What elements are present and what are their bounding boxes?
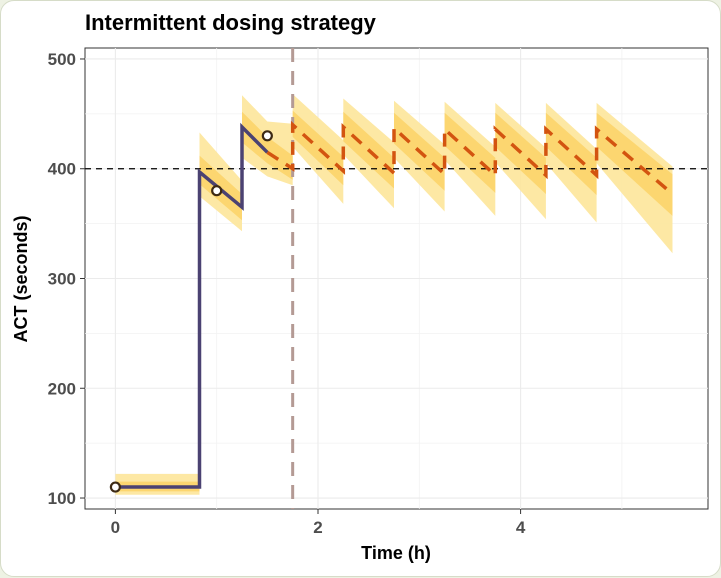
x-tick-label: 2	[313, 518, 322, 537]
x-tick-label: 0	[111, 518, 120, 537]
band-outer	[115, 94, 673, 495]
y-tick-label: 100	[48, 489, 76, 508]
uncertainty-bands	[115, 94, 673, 495]
y-tick-label: 400	[48, 160, 76, 179]
x-axis-title: Time (h)	[361, 543, 431, 563]
y-tick-label: 300	[48, 270, 76, 289]
observation-point	[261, 130, 273, 142]
y-tick-label: 200	[48, 379, 76, 398]
observation-points	[109, 130, 273, 493]
band-inner	[115, 110, 673, 492]
observation-point	[211, 185, 223, 197]
y-axis-title: ACT (seconds)	[11, 215, 31, 342]
x-tick-label: 4	[516, 518, 526, 537]
x-axis-ticks: 0 2 4	[111, 509, 526, 537]
y-axis-ticks: 100 200 300 400 500	[48, 50, 85, 508]
y-tick-label: 500	[48, 50, 76, 69]
observation-point	[109, 481, 121, 493]
chart-title: Intermittent dosing strategy	[85, 10, 377, 35]
